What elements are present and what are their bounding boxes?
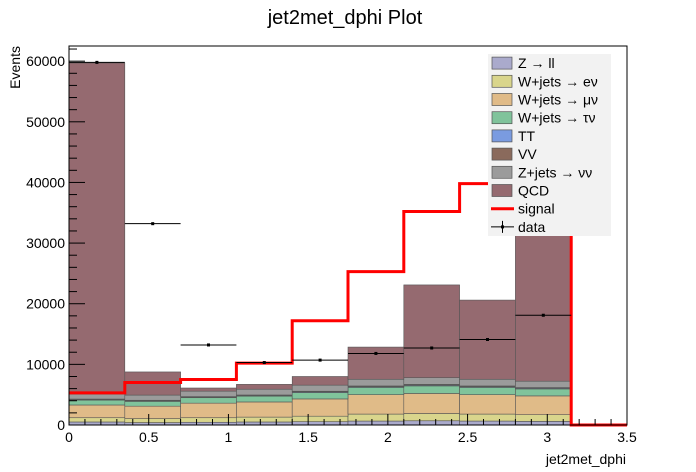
data-point-0 xyxy=(95,60,99,64)
bar-2-4 xyxy=(291,398,349,417)
bar-3-7 xyxy=(459,387,516,395)
legend-swatch xyxy=(491,165,513,179)
y-axis-label: Events xyxy=(7,46,23,89)
bar-3-8 xyxy=(515,388,572,397)
y-tick-label: 30000 xyxy=(26,235,65,251)
y-axis-ticks: 0 10000 20000 30000 40000 50000 60000 xyxy=(26,48,85,433)
legend-swatch xyxy=(491,74,513,88)
bar-2-0 xyxy=(68,404,126,419)
data-point-3 xyxy=(262,361,266,365)
x-axis-label: jet2met_dphi xyxy=(545,451,626,467)
bar-2-5 xyxy=(347,394,405,415)
bar-2-6 xyxy=(403,393,460,414)
x-tick-label: 1 xyxy=(225,429,233,445)
bar-2-1 xyxy=(124,405,181,419)
legend-label: QCD xyxy=(518,183,549,199)
legend-swatch xyxy=(491,184,513,197)
data-point-8 xyxy=(541,313,545,317)
legend-entry-0: Z → ll xyxy=(491,55,555,71)
bar-6-3 xyxy=(236,388,293,396)
bar-6-2 xyxy=(180,390,237,397)
bar-7-5 xyxy=(347,346,405,380)
x-tick-label: 0 xyxy=(65,429,73,445)
legend-swatch xyxy=(501,225,504,229)
bar-6-0 xyxy=(68,393,126,400)
bar-3-3 xyxy=(236,395,293,403)
bar-6-5 xyxy=(347,378,405,387)
bar-3-5 xyxy=(347,387,405,395)
bar-3-6 xyxy=(403,385,460,394)
plot-frame xyxy=(68,45,628,426)
legend-swatch xyxy=(491,111,513,125)
legend-entry-5: VV xyxy=(491,146,537,162)
series-2 xyxy=(68,393,572,419)
legend-label: Z+jets → νν xyxy=(518,164,592,180)
axes xyxy=(68,45,628,426)
data-point-5 xyxy=(374,351,378,355)
bar-3-4 xyxy=(291,392,349,400)
bar-2-3 xyxy=(236,401,293,418)
y-tick-label: 50000 xyxy=(26,114,65,130)
legend-entry-6: Z+jets → νν xyxy=(491,164,592,180)
y-tick-label: 10000 xyxy=(26,356,65,372)
legend-label: W+jets → μν xyxy=(518,92,598,108)
legend-entry-9: data xyxy=(491,219,545,235)
bar-7-3 xyxy=(236,384,293,390)
bar-6-1 xyxy=(124,394,181,401)
bar-6-4 xyxy=(291,384,349,392)
chart-title: jet2met_dphi Plot xyxy=(267,7,423,29)
legend-entry-4: TT xyxy=(491,128,536,144)
legend-label: W+jets → τν xyxy=(518,110,596,126)
x-tick-label: 3.5 xyxy=(617,429,637,445)
y-tick-label: 20000 xyxy=(26,296,65,312)
bar-2-7 xyxy=(459,394,516,415)
legend-entry-2: W+jets → μν xyxy=(491,92,598,108)
x-axis-ticks: 0 0.5 1 1.5 2 2.5 3 3.5 xyxy=(65,414,637,445)
bar-6-6 xyxy=(403,377,460,385)
x-tick-label: 0.5 xyxy=(139,429,159,445)
bar-6-7 xyxy=(459,378,516,387)
legend-entry-8: signal xyxy=(491,201,555,217)
bar-7-8 xyxy=(515,234,572,382)
data-point-6 xyxy=(430,346,434,350)
bar-6-8 xyxy=(515,380,572,388)
bar-3-1 xyxy=(124,401,181,407)
bar-7-4 xyxy=(291,376,349,386)
bar-2-8 xyxy=(515,395,572,415)
x-tick-label: 3 xyxy=(543,429,551,445)
legend-entry-7: QCD xyxy=(491,183,549,199)
legend-swatch xyxy=(491,93,513,106)
data-point-1 xyxy=(151,222,155,226)
legend-swatch xyxy=(491,129,513,143)
bar-3-0 xyxy=(68,399,126,406)
x-tick-label: 2.5 xyxy=(458,429,478,445)
y-tick-label: 0 xyxy=(57,417,65,433)
bar-7-2 xyxy=(180,387,237,392)
x-tick-label: 1.5 xyxy=(298,429,318,445)
bar-7-0 xyxy=(68,62,126,395)
legend-label: W+jets → eν xyxy=(518,73,598,89)
y-tick-label: 60000 xyxy=(26,53,65,69)
data-point-2 xyxy=(207,343,210,347)
legend: Z → ll W+jets → eν W+jets → μν W+jets → τν T… xyxy=(488,54,611,236)
legend-label: signal xyxy=(518,201,555,217)
legend-label: TT xyxy=(518,128,536,144)
y-tick-label: 40000 xyxy=(26,174,65,190)
series-4 xyxy=(68,384,572,402)
legend-entry-1: W+jets → eν xyxy=(491,73,598,89)
bar-7-6 xyxy=(403,284,460,379)
series-3 xyxy=(68,385,572,407)
legend-swatch xyxy=(491,147,513,161)
bar-3-2 xyxy=(180,397,237,404)
x-tick-label: 2 xyxy=(384,429,392,445)
data-point-7 xyxy=(486,337,489,341)
legend-label: Z → ll xyxy=(518,55,555,71)
legend-swatch xyxy=(491,56,513,70)
data-series xyxy=(69,60,572,365)
legend-label: data xyxy=(518,219,545,235)
legend-entry-3: W+jets → τν xyxy=(491,110,596,126)
legend-label: VV xyxy=(518,146,537,162)
data-point-4 xyxy=(318,358,322,362)
